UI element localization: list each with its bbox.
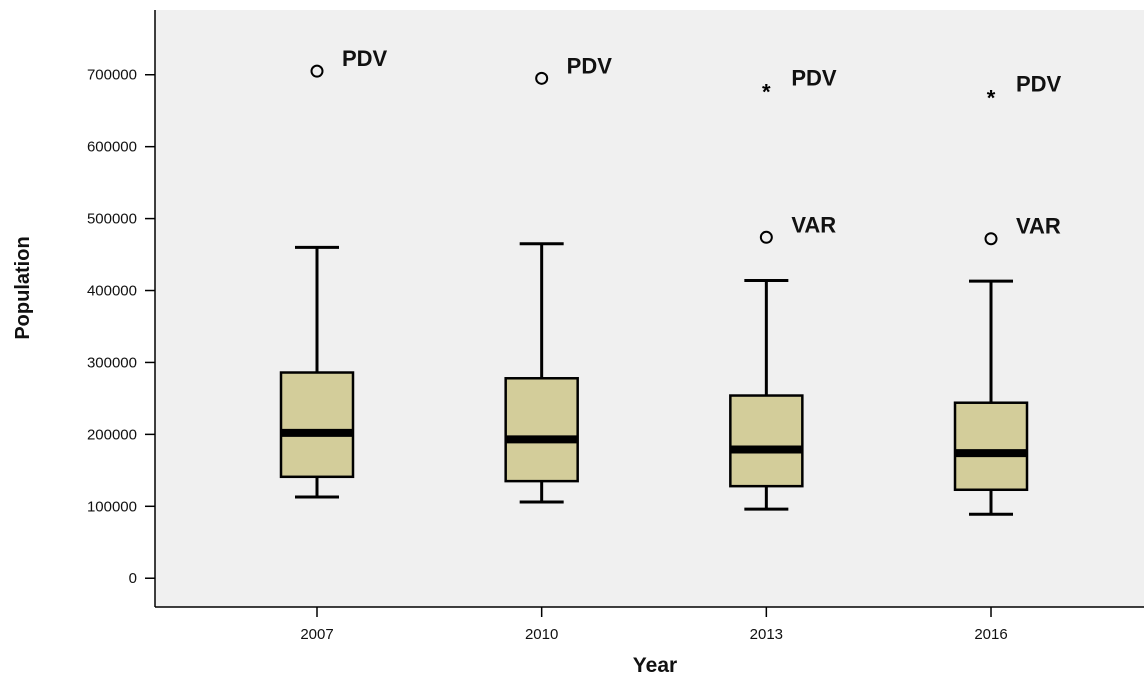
y-tick-label: 0 bbox=[129, 570, 137, 587]
outlier-label: PDV bbox=[791, 66, 837, 91]
x-tick-label: 2016 bbox=[974, 626, 1007, 643]
outlier-label: PDV bbox=[342, 46, 388, 71]
x-axis-title: Year bbox=[633, 654, 677, 676]
y-tick-label: 700000 bbox=[87, 67, 137, 84]
outlier-marker-circle bbox=[310, 64, 324, 78]
x-axis-ticks: 2007 2010 2013 2016 bbox=[300, 607, 1008, 643]
box-2013: * PDV VAR bbox=[729, 66, 837, 511]
outlier-label: PDV bbox=[567, 53, 613, 78]
y-axis-ticks: 0 100000 200000 300000 400000 500000 600000 700… bbox=[87, 67, 155, 587]
box-2010: PDV bbox=[504, 53, 613, 504]
iqr-box bbox=[279, 371, 355, 479]
outlier-marker-circle bbox=[984, 232, 998, 246]
iqr-box bbox=[729, 394, 804, 488]
y-tick-label: 600000 bbox=[87, 139, 137, 156]
outlier-label: PDV bbox=[1016, 71, 1062, 96]
y-axis-title: Population bbox=[12, 236, 34, 339]
outlier-label: VAR bbox=[1016, 214, 1061, 239]
y-tick-label: 100000 bbox=[87, 498, 137, 515]
outlier-marker-circle bbox=[535, 71, 549, 85]
y-tick-label: 200000 bbox=[87, 426, 137, 443]
y-tick-label: 400000 bbox=[87, 283, 137, 300]
y-tick-label: 300000 bbox=[87, 354, 137, 371]
box-series: PDV PDV * PDV VAR * PDV VAR bbox=[279, 46, 1062, 516]
y-tick-label: 500000 bbox=[87, 211, 137, 228]
outlier-marker-star: * bbox=[987, 85, 996, 110]
iqr-box bbox=[953, 401, 1029, 492]
box-2007: PDV bbox=[279, 46, 388, 499]
outlier-marker-circle bbox=[759, 230, 773, 244]
x-tick-label: 2007 bbox=[300, 626, 333, 643]
box-2016: * PDV VAR bbox=[953, 71, 1062, 516]
plot-area bbox=[155, 10, 1144, 607]
outlier-label: VAR bbox=[791, 212, 836, 237]
x-tick-label: 2013 bbox=[750, 626, 783, 643]
outlier-marker-star: * bbox=[762, 80, 771, 105]
iqr-box bbox=[504, 377, 579, 483]
x-tick-label: 2010 bbox=[525, 626, 558, 643]
